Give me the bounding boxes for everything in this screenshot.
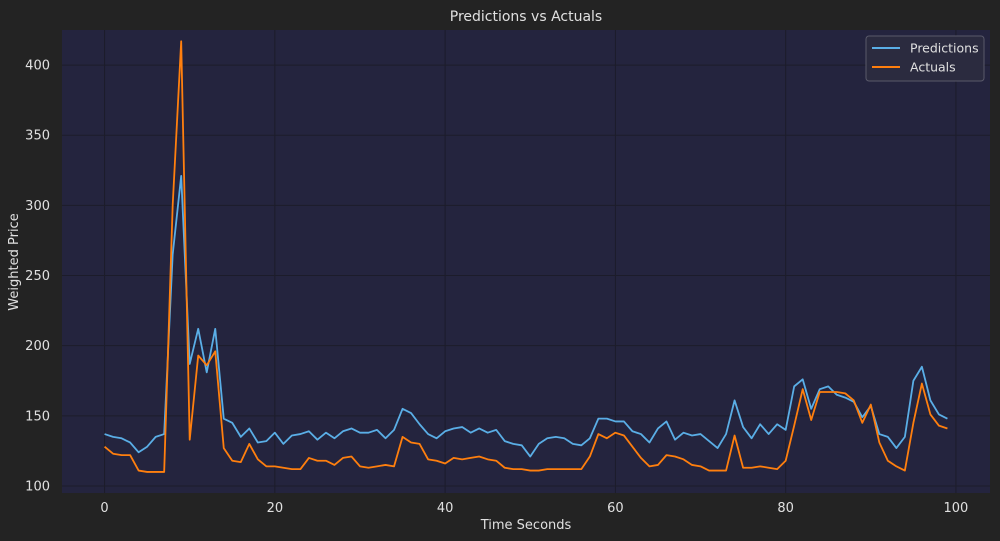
- x-tick-label: 100: [944, 501, 969, 516]
- series-line-predictions: [104, 175, 948, 458]
- x-tick-label: 60: [607, 501, 624, 516]
- y-tick-label: 100: [25, 479, 50, 494]
- x-tick-label: 40: [437, 501, 454, 516]
- chart-title: Predictions vs Actuals: [450, 9, 602, 25]
- y-tick-label: 400: [25, 59, 50, 74]
- y-tick-label: 300: [25, 199, 50, 214]
- x-tick-label: 80: [777, 501, 794, 516]
- y-tick-label: 350: [25, 129, 50, 144]
- x-axis-ticks: 0 20 40 60 80 100: [100, 501, 968, 516]
- y-tick-label: 250: [25, 269, 50, 284]
- series-line-actuals: [103, 40, 948, 473]
- y-axis-label: Weighted Price: [7, 213, 22, 310]
- plot-area: [62, 30, 990, 493]
- x-tick-label: 20: [267, 501, 284, 516]
- legend-label-actuals: Actuals: [910, 60, 956, 75]
- legend: Predictions Actuals: [865, 35, 985, 82]
- legend-label-predictions: Predictions: [910, 41, 979, 56]
- x-tick-label: 0: [100, 501, 108, 516]
- y-tick-label: 150: [25, 409, 50, 424]
- y-tick-label: 200: [25, 339, 50, 354]
- y-axis-ticks: 100 150 200 250 300 350 400: [25, 59, 50, 495]
- x-axis-label: Time Seconds: [480, 518, 572, 533]
- series-layer: [103, 40, 948, 473]
